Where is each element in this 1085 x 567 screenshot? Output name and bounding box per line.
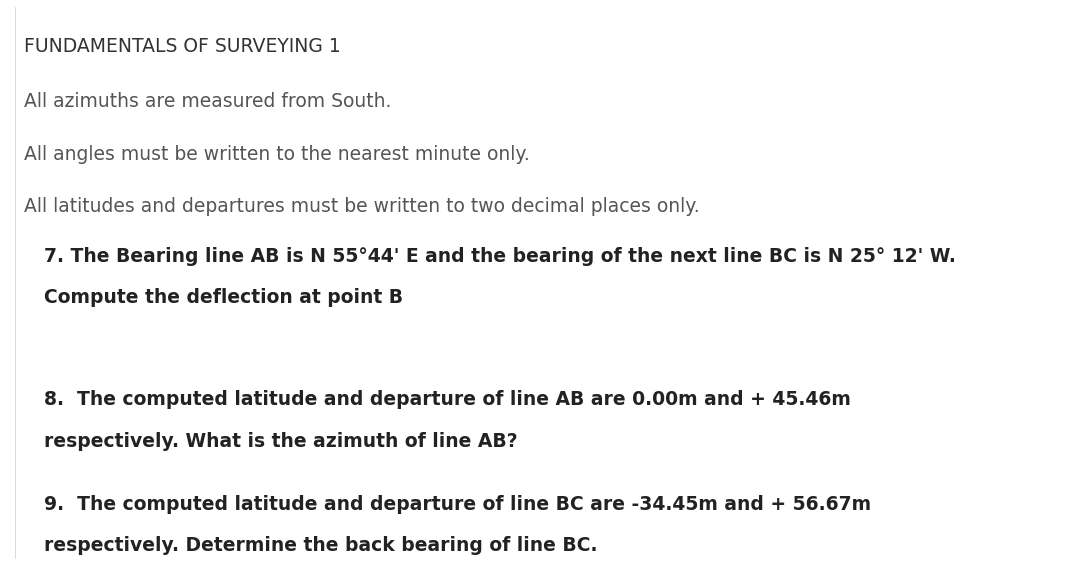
Text: All latitudes and departures must be written to two decimal places only.: All latitudes and departures must be wri…: [24, 197, 700, 216]
Text: 7. The Bearing line AB is N 55°44' E and the bearing of the next line BC is N 25: 7. The Bearing line AB is N 55°44' E and…: [43, 247, 956, 266]
Text: Compute the deflection at point B: Compute the deflection at point B: [43, 288, 403, 307]
Text: All angles must be written to the nearest minute only.: All angles must be written to the neares…: [24, 145, 531, 164]
Text: 8.  The computed latitude and departure of line AB are 0.00m and + 45.46m: 8. The computed latitude and departure o…: [43, 390, 851, 409]
Text: respectively. Determine the back bearing of line BC.: respectively. Determine the back bearing…: [43, 536, 597, 556]
Text: All azimuths are measured from South.: All azimuths are measured from South.: [24, 92, 392, 112]
Text: 9.  The computed latitude and departure of line BC are -34.45m and + 56.67m: 9. The computed latitude and departure o…: [43, 495, 871, 514]
Text: FUNDAMENTALS OF SURVEYING 1: FUNDAMENTALS OF SURVEYING 1: [24, 37, 341, 56]
Text: respectively. What is the azimuth of line AB?: respectively. What is the azimuth of lin…: [43, 431, 518, 451]
